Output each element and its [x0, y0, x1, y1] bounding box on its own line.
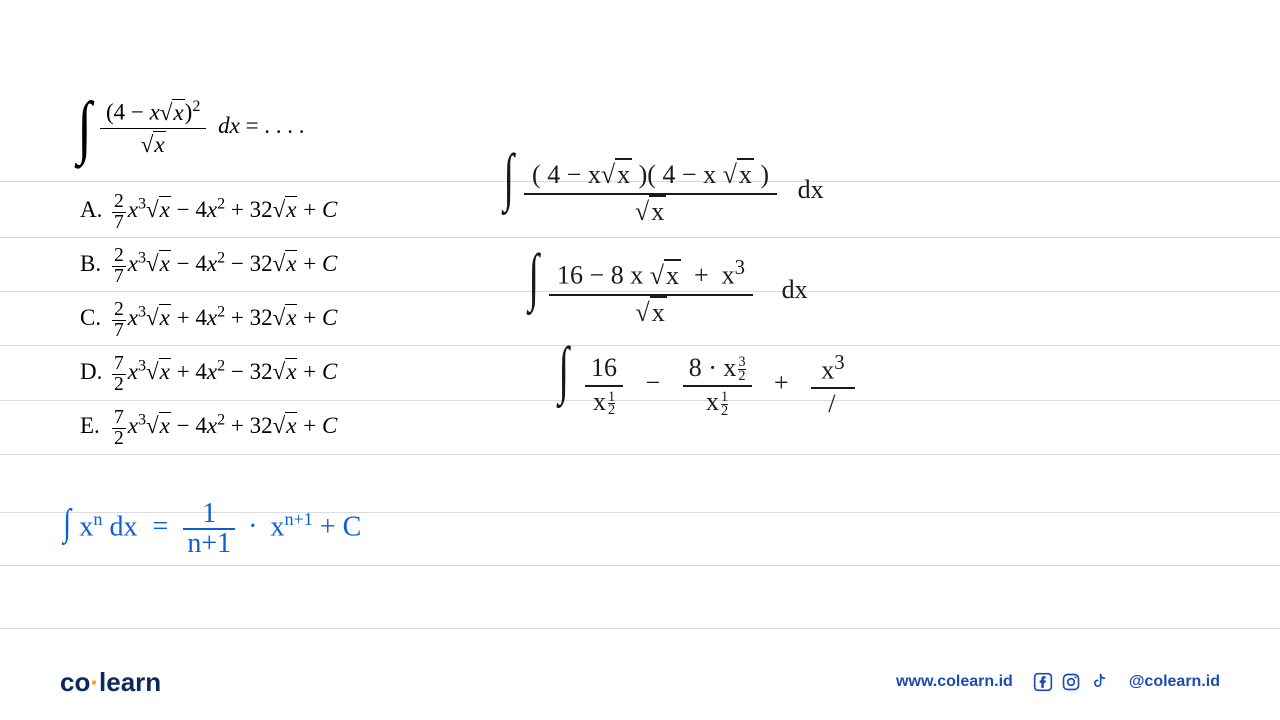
problem-numerator: (4 − xx)2: [100, 98, 206, 129]
instagram-icon[interactable]: [1061, 672, 1081, 692]
hand-step1-den: x: [635, 197, 666, 226]
term2-den: x12: [706, 387, 728, 416]
handwritten-power-rule: ∫ xn dx = 1 n+1 · xn+1 + C: [62, 500, 361, 558]
handwork-step-1: ∫ ( 4 − xx )( 4 − x x ) x dx: [500, 140, 824, 227]
footer-url[interactable]: www.colearn.id: [896, 673, 1013, 691]
footer-handle[interactable]: @colearn.id: [1129, 673, 1220, 691]
hand-step2-num: 16 − 8 x x + x3: [549, 256, 753, 296]
problem-denominator: x: [100, 129, 206, 158]
logo-dot: ·: [90, 667, 99, 697]
term3-num: x3: [811, 351, 854, 390]
hand-step2-den: x: [635, 298, 666, 327]
hand-step1-num: ( 4 − xx )( 4 − x x ): [524, 158, 777, 195]
problem-dx: dx: [218, 113, 240, 138]
power-rule-dot: ·: [248, 511, 257, 542]
handwork-step-3: ∫ 16 x12 − 8 · x32 x12 + x3 /: [555, 333, 861, 419]
hand-step1-dx: dx: [798, 175, 824, 204]
option-d: D.72x3x + 4x2 − 32x + C: [80, 354, 337, 394]
hand-step2-dx: dx: [782, 275, 808, 304]
power-rule-plusc: + C: [320, 511, 361, 542]
option-a: A.27x3x − 4x2 + 32x + C: [80, 192, 337, 232]
logo-co: co: [60, 667, 90, 697]
facebook-icon[interactable]: [1033, 672, 1053, 692]
power-rule-int: ∫: [63, 501, 71, 545]
term1-num: 16: [585, 353, 623, 387]
option-e: E.72x3x − 4x2 + 32x + C: [80, 408, 337, 448]
problem-integral: ∫ (4 − xx)2 x dx = . . . .: [75, 88, 305, 168]
footer: co·learn www.colearn.id @colearn.id: [0, 662, 1280, 702]
logo-learn: learn: [99, 667, 161, 697]
option-b: B.27x3x − 4x2 − 32x + C: [80, 246, 337, 286]
power-rule-frac-num: 1: [183, 500, 235, 530]
power-rule-exp: n+1: [284, 509, 312, 529]
logo: co·learn: [60, 667, 161, 698]
power-rule-eq: =: [153, 511, 169, 542]
option-c: C.27x3x + 4x2 + 32x + C: [80, 300, 337, 340]
problem-equals: = . . . .: [240, 113, 305, 138]
tiktok-icon[interactable]: [1089, 672, 1109, 692]
handwork-step-2: ∫ 16 − 8 x x + x3 x dx: [525, 240, 808, 328]
power-rule-x: x: [270, 511, 284, 542]
term1-den: x12: [593, 387, 615, 416]
term2-num: 8 · x32: [683, 353, 752, 387]
integral-symbol: ∫: [77, 88, 91, 168]
power-rule-frac-den: n+1: [183, 530, 235, 558]
term3-den: /: [828, 389, 837, 418]
